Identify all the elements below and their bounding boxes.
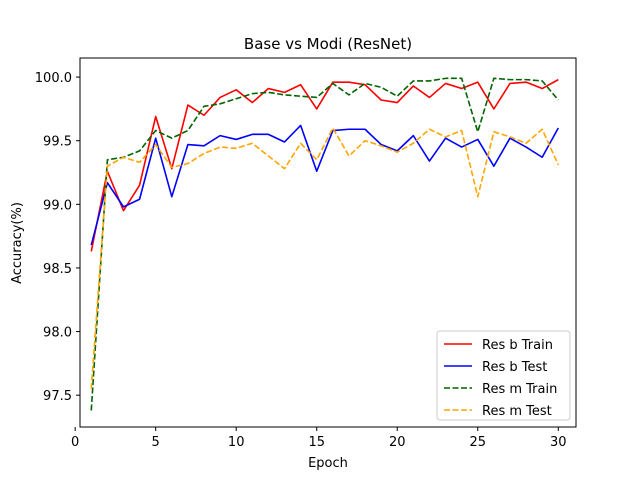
x-tick-label: 15 (308, 435, 325, 450)
chart-title: Base vs Modi (ResNet) (244, 35, 412, 53)
y-tick-label: 100.0 (35, 71, 72, 86)
x-tick-label: 0 (71, 435, 79, 450)
series-line-res-m-test (90, 127, 560, 389)
y-axis-title: Accuracy(%) (10, 202, 25, 284)
x-tick-label: 30 (550, 435, 567, 450)
x-tick-label: 20 (389, 435, 406, 450)
series-layer (90, 77, 560, 411)
ticks-layer: 0 5 10 15 20 25 30 97.5 98.0 98.5 99.0 99.5 100.0 (35, 71, 567, 450)
y-tick-label: 99.0 (43, 198, 72, 213)
legend-box (436, 330, 571, 421)
x-axis-title: Epoch (308, 456, 348, 471)
legend: Res b Train Res b Test Res m Train Res m Te… (436, 330, 571, 421)
plot-frame (79, 57, 577, 428)
y-tick-label: 99.5 (43, 135, 72, 150)
y-tick-label: 98.5 (43, 262, 72, 277)
legend-label: Res m Train (482, 382, 557, 397)
x-tick-label: 5 (152, 435, 160, 450)
x-tick-label: 10 (228, 435, 245, 450)
legend-label: Res b Test (482, 360, 547, 375)
legend-label: Res m Test (482, 404, 552, 419)
series-line-res-b-train (90, 78, 559, 252)
y-tick-label: 98.0 (43, 326, 72, 341)
legend-label: Res b Train (482, 338, 553, 353)
series-line-res-m-train (90, 77, 559, 411)
x-tick-label: 25 (469, 435, 486, 450)
series-line-res-b-test (90, 124, 559, 246)
y-tick-label: 97.5 (43, 389, 72, 404)
